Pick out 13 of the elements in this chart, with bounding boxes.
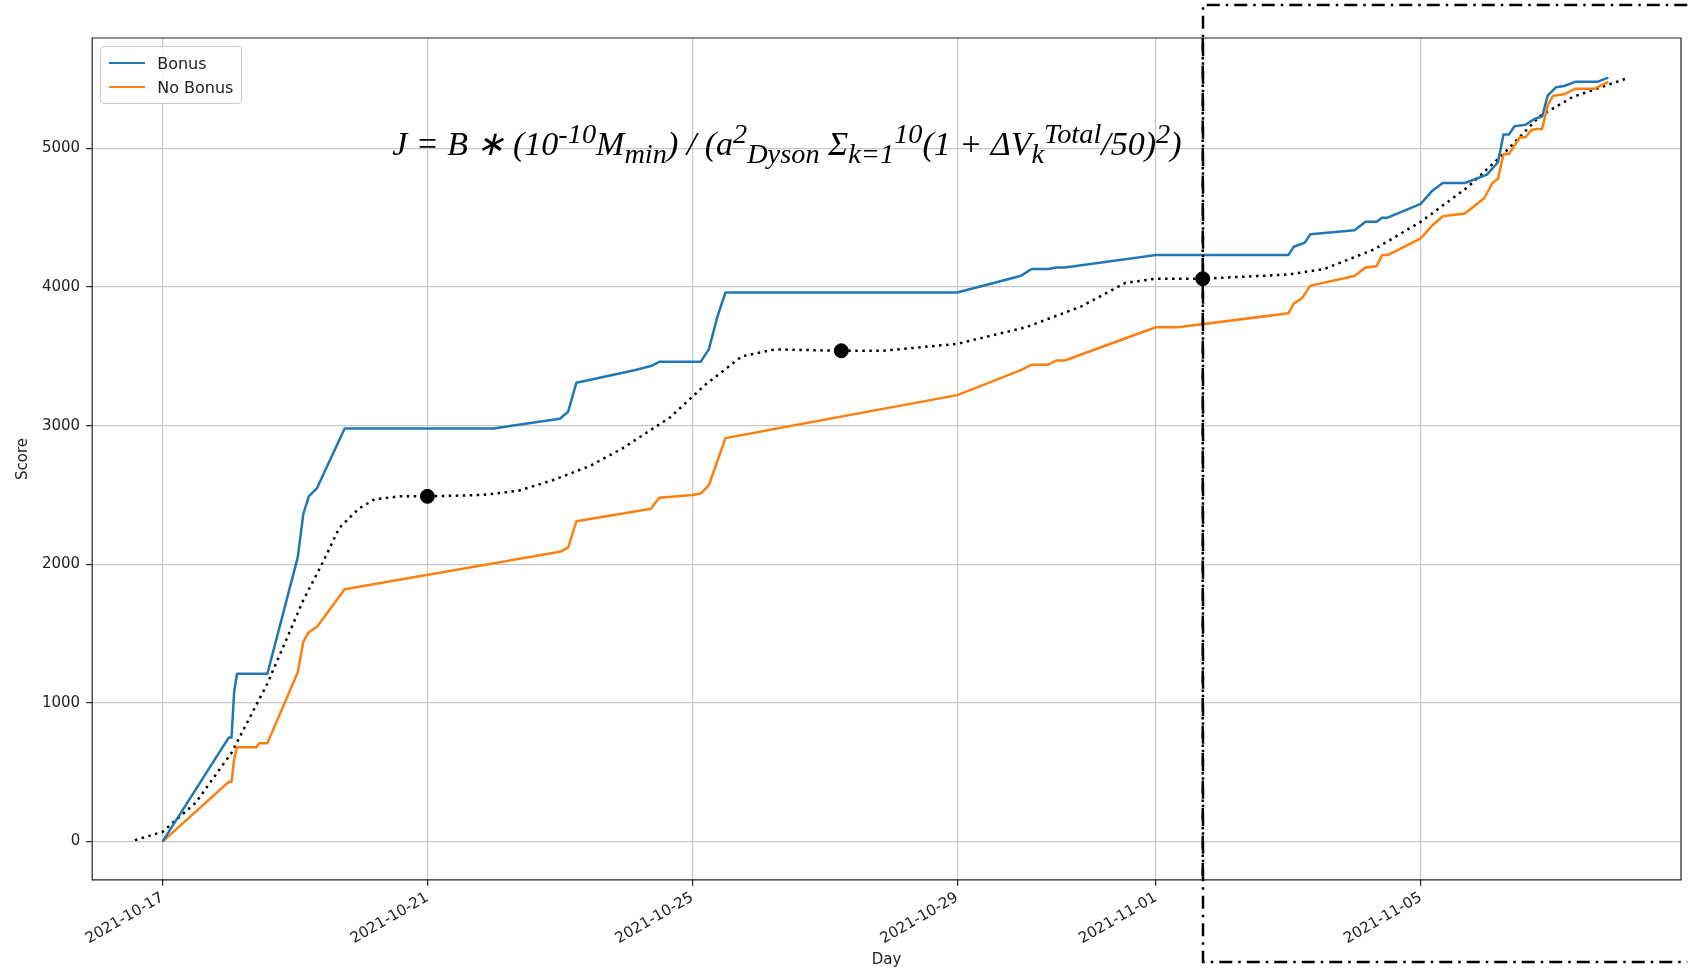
y-axis-title: Score	[12, 437, 31, 480]
legend-label: No Bonus	[157, 77, 234, 97]
x-axis-title: Day	[871, 949, 902, 968]
y-tick-label: 0	[70, 831, 81, 850]
y-tick-label: 3000	[41, 415, 81, 434]
y-tick-label: 5000	[41, 138, 81, 157]
legend-label: Bonus	[157, 53, 207, 73]
point	[833, 343, 849, 359]
y-tick-label: 1000	[41, 692, 81, 711]
text: J = B ∗ (10$^{-10}$M$_{min}$) / (a$^{2}$$_{Dyson}$ Σ$_{k=1}$$^{10}$(1 + ΔV$_{k}$$^{Total}$/50)$^{2}$)	[392, 118, 1182, 170]
y-tick-label: 2000	[41, 554, 81, 573]
point	[419, 488, 435, 504]
y-tick-label: 4000	[41, 276, 81, 295]
